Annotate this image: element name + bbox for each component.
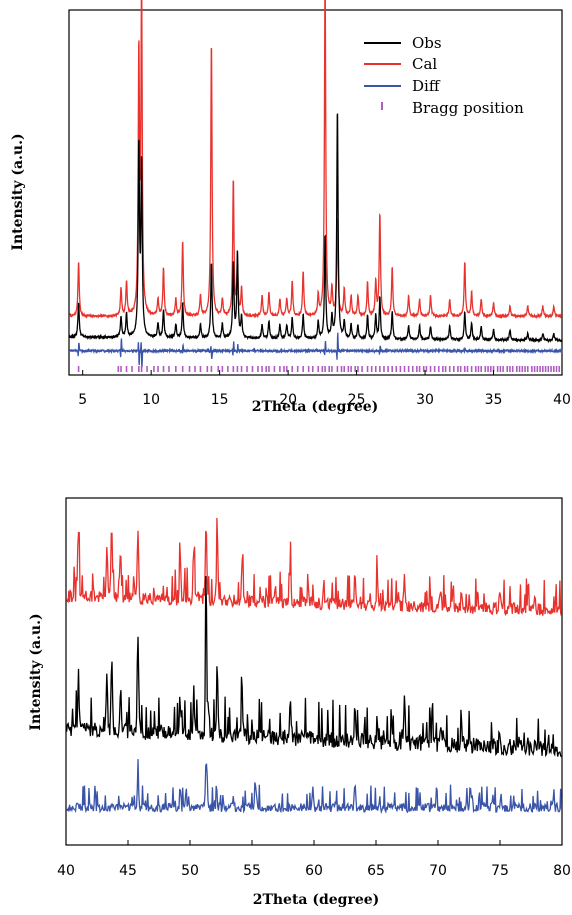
rietveld-refinement-panel: 5 10 15 20 25 30 35 40 2Theta (degree) Intensit… xyxy=(10,0,571,415)
series-diff-line xyxy=(66,759,563,815)
x-tick-label: 30 xyxy=(416,392,434,408)
series-cal-line xyxy=(69,0,563,320)
x-tick-label: 20 xyxy=(279,392,297,408)
x-tick-label: 35 xyxy=(485,392,503,408)
x-tick-label: 60 xyxy=(305,863,323,879)
series-diff-line xyxy=(69,332,563,368)
legend-label-cal: Cal xyxy=(412,55,437,73)
series-obs-line xyxy=(65,576,562,758)
legend-label-bragg: Bragg position xyxy=(412,99,524,117)
series-group-2 xyxy=(65,517,563,815)
x-tick-label: 55 xyxy=(243,863,261,879)
y-axis-title-2: Intensity (a.u.) xyxy=(28,613,44,730)
legend: Obs Cal Diff Bragg position xyxy=(364,34,524,117)
x-tick-label: 50 xyxy=(181,863,199,879)
x-tick-label: 75 xyxy=(491,863,509,879)
x-ticks-1: 5 10 15 20 25 30 35 40 xyxy=(78,370,571,408)
x-axis-title-1: 2Theta (degree) xyxy=(252,399,379,415)
series-group-1 xyxy=(69,0,563,368)
x-tick-label: 70 xyxy=(429,863,447,879)
plot-frame-1 xyxy=(68,9,563,376)
x-tick-label: 45 xyxy=(119,863,137,879)
x-ticks-2: 40 45 50 55 60 65 70 75 80 xyxy=(57,840,571,879)
y-axis-title-1: Intensity (a.u.) xyxy=(10,133,26,250)
x-tick-label: 65 xyxy=(367,863,385,879)
x-tick-label: 80 xyxy=(553,863,571,879)
pattern-comparison-panel: 40 45 50 55 60 65 70 75 80 2Theta (degree) Inten… xyxy=(28,497,571,908)
x-tick-label: 40 xyxy=(553,392,571,408)
x-axis-title-2: 2Theta (degree) xyxy=(253,892,380,908)
x-tick-label: 5 xyxy=(78,392,87,408)
x-tick-label: 15 xyxy=(211,392,229,408)
x-tick-label: 40 xyxy=(57,863,75,879)
bragg-ticks-group xyxy=(77,366,561,372)
series-obs-line xyxy=(69,113,563,344)
legend-label-diff: Diff xyxy=(412,77,441,95)
series-cal-line xyxy=(66,517,563,617)
x-tick-label: 25 xyxy=(348,392,366,408)
legend-label-obs: Obs xyxy=(412,34,442,52)
x-tick-label: 10 xyxy=(142,392,160,408)
